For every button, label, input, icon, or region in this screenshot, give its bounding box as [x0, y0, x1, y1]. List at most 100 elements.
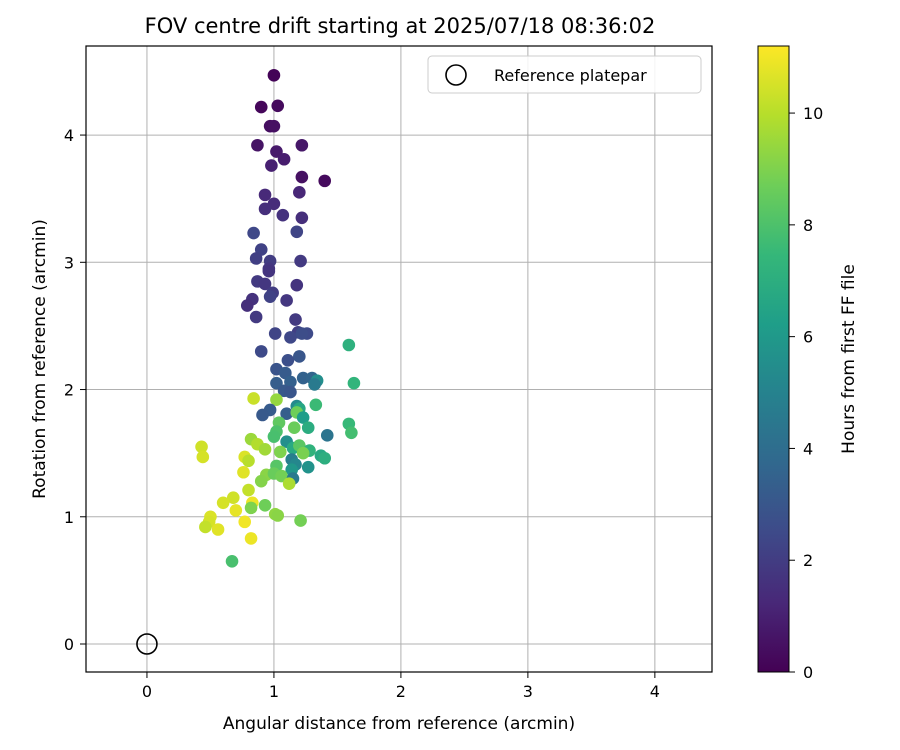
data-point	[258, 443, 272, 456]
data-point	[287, 421, 301, 435]
x-tick-label: 4	[650, 682, 660, 701]
data-point	[301, 460, 315, 474]
data-point	[318, 174, 332, 188]
data-point	[309, 398, 323, 412]
plot-frame	[85, 45, 713, 673]
data-point	[262, 264, 276, 278]
y-tick-label: 4	[64, 126, 74, 145]
data-point	[258, 277, 272, 291]
data-point	[265, 159, 278, 172]
data-point	[254, 345, 268, 358]
x-axis-label: Angular distance from reference (arcmin)	[223, 714, 575, 734]
data-point	[242, 454, 255, 468]
colorbar-tick-label: 10	[803, 104, 823, 123]
y-tick-label: 1	[64, 508, 74, 527]
grid	[86, 46, 712, 672]
data-point	[295, 170, 309, 184]
data-point	[254, 100, 268, 114]
data-point	[258, 499, 272, 512]
data-point	[247, 392, 260, 405]
colorbar-tick-label: 8	[803, 216, 813, 235]
data-point	[290, 225, 304, 239]
data-point	[263, 290, 277, 303]
x-tick-label: 2	[396, 682, 406, 701]
data-point	[296, 446, 310, 460]
data-point	[301, 421, 315, 435]
chart-title: FOV centre drift starting at 2025/07/18 …	[145, 14, 656, 38]
reference-point-marker	[136, 633, 158, 655]
data-point	[347, 376, 361, 390]
legend: Reference platepar	[427, 55, 702, 94]
colorbar-tick-label: 2	[803, 551, 813, 570]
data-point	[342, 338, 356, 352]
colorbar-gradient	[757, 45, 790, 673]
x-tick-label: 0	[142, 682, 152, 701]
data-point	[225, 555, 239, 568]
data-point	[229, 504, 243, 517]
data-point	[247, 226, 260, 240]
data-point	[281, 353, 295, 367]
data-point	[268, 327, 282, 340]
data-point	[256, 408, 269, 422]
data-point	[270, 145, 283, 158]
data-point	[258, 202, 272, 216]
legend-entry-reference: Reference platepar	[494, 66, 647, 85]
data-point	[293, 186, 306, 199]
data-point	[249, 252, 263, 265]
data-point	[251, 138, 264, 152]
data-point	[249, 310, 263, 324]
data-point	[271, 99, 285, 113]
data-point	[280, 407, 293, 421]
data-point	[244, 501, 258, 515]
colorbar-tick-label: 6	[803, 328, 813, 347]
data-point	[267, 430, 281, 443]
data-point	[240, 299, 254, 312]
data-point	[295, 138, 309, 152]
y-tick-label: 3	[64, 253, 74, 272]
data-point	[296, 411, 310, 424]
data-point	[282, 477, 296, 490]
data-point	[270, 376, 283, 390]
plot-area: 0 1 2 3 4 0 1 2 3 4	[64, 45, 713, 701]
legend-marker-icon	[445, 64, 467, 86]
colorbar-tick-label: 4	[803, 439, 813, 458]
data-point	[238, 515, 252, 529]
x-tick-label: 3	[523, 682, 533, 701]
y-tick-label: 0	[64, 635, 74, 654]
data-point	[216, 496, 230, 510]
data-point	[290, 278, 304, 292]
data-point	[196, 450, 210, 464]
data-point	[293, 350, 306, 363]
x-tick-label: 1	[269, 682, 279, 701]
data-point	[258, 188, 272, 202]
data-point	[296, 371, 310, 385]
data-point	[277, 152, 291, 166]
data-point	[284, 375, 297, 389]
data-point	[254, 474, 268, 488]
colorbar-label: Hours from first FF file	[839, 264, 859, 454]
data-point	[320, 429, 334, 442]
data-point	[276, 208, 290, 222]
data-point	[226, 491, 240, 504]
data-point	[280, 294, 293, 307]
y-tick-label: 2	[64, 381, 74, 400]
data-point	[294, 254, 307, 268]
data-points	[195, 68, 361, 568]
data-point	[267, 68, 281, 82]
data-point	[244, 532, 258, 545]
data-point	[275, 469, 288, 483]
data-point	[211, 523, 225, 536]
colorbar-tick-label: 0	[803, 663, 813, 682]
colorbar: 0 2 4 6 8 10 Hours from first FF file	[757, 45, 859, 682]
data-point	[195, 440, 208, 454]
data-point	[237, 465, 250, 479]
y-axis-label: Rotation from reference (arcmin)	[30, 219, 50, 499]
data-point	[242, 483, 255, 497]
data-point	[284, 331, 297, 344]
data-point	[273, 445, 287, 459]
data-point	[267, 119, 281, 133]
colorbar-ticks: 0 2 4 6 8 10	[789, 104, 823, 682]
data-point	[345, 426, 358, 440]
data-point	[308, 378, 321, 391]
data-point	[284, 385, 297, 399]
